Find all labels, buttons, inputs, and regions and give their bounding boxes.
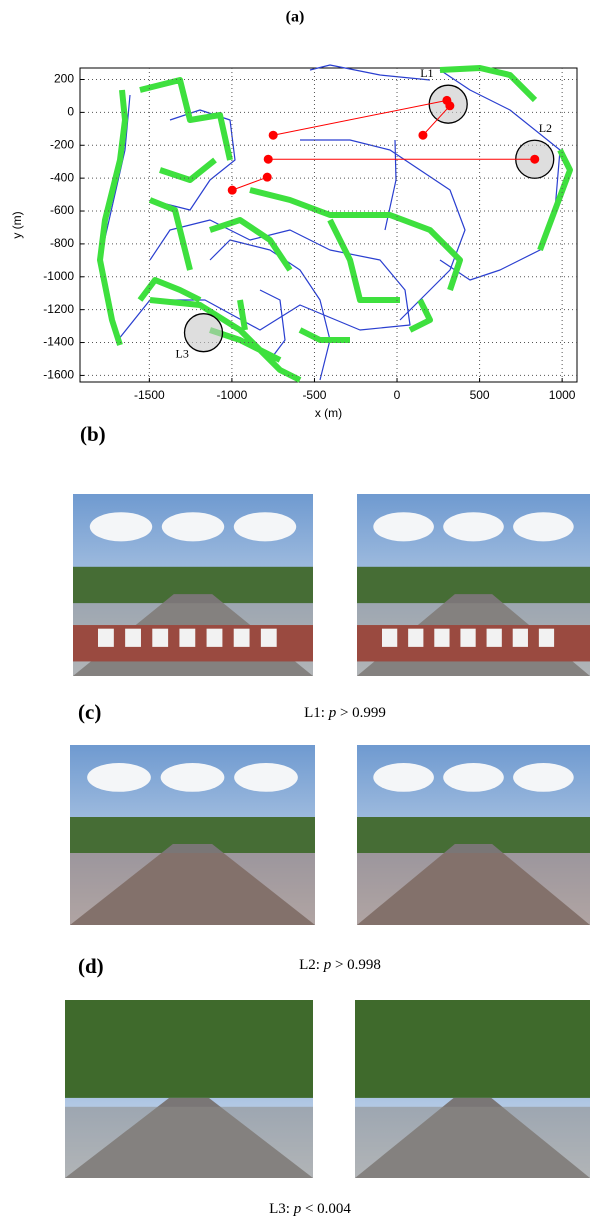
match-point	[530, 155, 539, 164]
photo-stripe	[382, 629, 397, 647]
photo-trees	[355, 1000, 590, 1098]
y-tick-label: 200	[54, 72, 74, 86]
photo-cloud	[161, 763, 225, 792]
caption: L2: p > 0.998	[299, 957, 381, 973]
caption-label: L1:	[304, 705, 325, 721]
photo-cloud	[234, 763, 298, 792]
y-tick-label: -800	[50, 236, 74, 250]
match-point	[264, 155, 273, 164]
photo	[70, 745, 315, 925]
photo-stripe	[460, 629, 475, 647]
x-tick-label: 1000	[549, 388, 576, 402]
caption-stat: p	[323, 957, 332, 973]
caption-stat: p	[328, 705, 337, 721]
photo-stripe	[179, 629, 195, 647]
caption-test: > 0.999	[340, 705, 386, 721]
caption-label: L3:	[269, 1201, 290, 1217]
caption-label: L2:	[299, 957, 320, 973]
loop-label: L2	[539, 121, 552, 135]
photo-stripe	[487, 629, 502, 647]
photo	[65, 1000, 313, 1178]
panel-label: (c)	[78, 700, 101, 724]
caption: L1: p > 0.999	[304, 705, 386, 721]
caption: L3: p < 0.004	[269, 1201, 351, 1217]
photo-stripe	[434, 629, 449, 647]
photo-cloud	[373, 512, 434, 541]
caption-test: < 0.004	[305, 1201, 351, 1217]
photo-cloud	[443, 763, 504, 792]
photo-stripe	[261, 629, 277, 647]
photo-cloud	[513, 763, 574, 792]
figure: (a) (b) (c) (d) L1: p > 0.999 L2: p > 0.…	[0, 0, 590, 1224]
photo-cloud	[513, 512, 574, 541]
x-tick-label: -500	[302, 388, 326, 402]
y-tick-label: -1000	[43, 269, 74, 283]
caption-stat: p	[293, 1201, 302, 1217]
photo-ground	[65, 1107, 313, 1178]
y-tick-label: -400	[50, 170, 74, 184]
photo-stripe	[539, 629, 554, 647]
photo-ground	[70, 853, 315, 925]
photo	[73, 494, 313, 676]
photo-trees	[65, 1000, 313, 1098]
photo	[355, 1000, 590, 1178]
loop-label: L1	[420, 66, 433, 80]
match-point	[228, 186, 237, 195]
match-point	[418, 131, 427, 140]
x-tick-label: 500	[470, 388, 490, 402]
match-point	[263, 173, 272, 182]
plot	[80, 65, 577, 382]
photo-stripe	[125, 629, 141, 647]
x-tick-label: -1000	[217, 388, 248, 402]
panel-label: (b)	[80, 422, 106, 446]
panel-label: (d)	[78, 954, 104, 978]
photo-cloud	[90, 512, 152, 541]
photo-stripe	[152, 629, 168, 647]
photo-ground	[357, 853, 590, 925]
photo-cloud	[87, 763, 151, 792]
x-axis-label: x (m)	[315, 406, 342, 420]
photo	[357, 494, 590, 676]
photo-cloud	[443, 512, 504, 541]
y-tick-label: -200	[50, 137, 74, 151]
photo-cloud	[234, 512, 296, 541]
panel-label: (a)	[286, 9, 305, 26]
photo-stripe	[98, 629, 114, 647]
photo-stripe	[234, 629, 250, 647]
match-point	[269, 131, 278, 140]
y-tick-label: -600	[50, 203, 74, 217]
y-tick-label: -1600	[43, 368, 74, 382]
y-tick-label: -1200	[43, 302, 74, 316]
y-axis-label: y (m)	[10, 211, 24, 238]
loop-label: L3	[176, 346, 189, 360]
photo-cloud	[162, 512, 224, 541]
photo-cloud	[373, 763, 434, 792]
photo-ground	[355, 1107, 590, 1178]
match-point	[445, 101, 454, 110]
loop-region	[185, 314, 223, 352]
photo	[357, 745, 590, 925]
x-tick-label: -1500	[134, 388, 165, 402]
photo-stripe	[408, 629, 423, 647]
caption-test: > 0.998	[335, 957, 381, 973]
y-tick-label: 0	[67, 105, 74, 119]
y-tick-label: -1400	[43, 335, 74, 349]
photo-stripe	[513, 629, 528, 647]
photo-stripe	[207, 629, 223, 647]
x-tick-label: 0	[394, 388, 401, 402]
